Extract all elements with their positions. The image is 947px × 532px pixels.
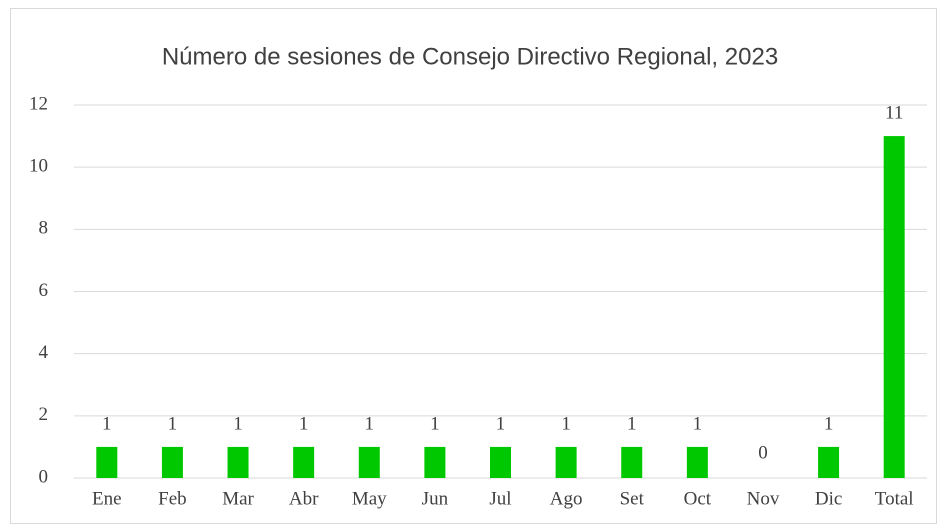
data-label: 1 xyxy=(365,413,375,434)
data-label: 1 xyxy=(102,413,112,434)
y-tick-label: 10 xyxy=(29,156,48,177)
chart-border xyxy=(10,8,937,524)
bar xyxy=(227,446,249,478)
data-label: 1 xyxy=(168,413,178,434)
bar xyxy=(293,446,315,478)
x-tick-label: Dic xyxy=(815,488,842,509)
x-tick-label: Mar xyxy=(222,488,254,509)
data-label: 1 xyxy=(561,413,571,434)
bar xyxy=(686,446,708,478)
x-tick-label: May xyxy=(352,488,387,509)
x-tick-label: Jul xyxy=(489,488,511,509)
bar xyxy=(883,136,905,479)
chart-title: Número de sesiones de Consejo Directivo … xyxy=(162,43,778,70)
x-tick-label: Nov xyxy=(747,488,780,509)
x-tick-label: Abr xyxy=(289,488,319,509)
x-tick-label: Jun xyxy=(422,488,449,509)
y-tick-label: 8 xyxy=(39,218,49,239)
data-label: 1 xyxy=(496,413,506,434)
bar xyxy=(358,446,380,478)
data-label: 1 xyxy=(233,413,243,434)
x-tick-label: Total xyxy=(875,488,914,509)
bar xyxy=(555,446,577,478)
x-tick-label: Oct xyxy=(684,488,712,509)
y-tick-label: 2 xyxy=(39,404,49,425)
y-tick-label: 12 xyxy=(29,93,48,114)
bar xyxy=(96,446,118,478)
bar xyxy=(424,446,446,478)
bar xyxy=(621,446,643,478)
data-label: 1 xyxy=(693,413,703,434)
data-label: 0 xyxy=(758,442,768,463)
y-tick-label: 6 xyxy=(39,280,49,301)
bar xyxy=(161,446,183,478)
data-label: 11 xyxy=(885,102,903,123)
x-tick-label: Ene xyxy=(92,488,122,509)
x-tick-label: Feb xyxy=(158,488,187,509)
y-tick-label: 4 xyxy=(39,342,49,363)
bar xyxy=(490,446,511,478)
bar xyxy=(818,446,840,478)
data-label: 1 xyxy=(430,413,440,434)
data-label: 1 xyxy=(824,413,834,434)
data-label: 1 xyxy=(627,413,637,434)
x-tick-label: Ago xyxy=(550,488,583,509)
y-tick-label: 0 xyxy=(39,466,49,487)
x-tick-label: Set xyxy=(620,488,645,509)
data-label: 1 xyxy=(299,413,309,434)
